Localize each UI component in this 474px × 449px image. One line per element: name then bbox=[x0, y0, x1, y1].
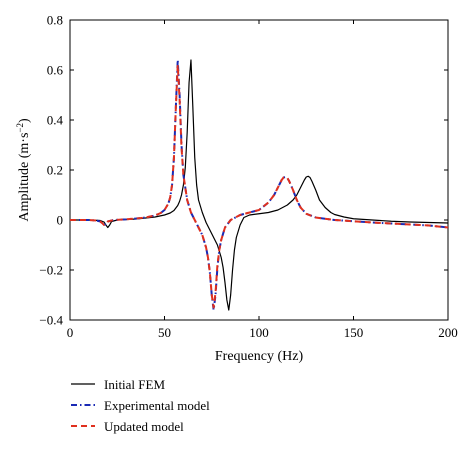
plot-frame bbox=[69, 19, 449, 321]
x-tick-label: 50 bbox=[158, 325, 171, 340]
plot-area: 0 50 100 150 200 −0.4 −0.2 0 0.2 0.4 0.6 0.8 bbox=[39, 13, 457, 341]
y-tick-label: −0.2 bbox=[39, 263, 63, 278]
y-tick-label: 0.2 bbox=[47, 163, 63, 178]
legend: Initial FEM Experimental model Updated m… bbox=[71, 377, 210, 434]
series-line-initial-fem bbox=[70, 59, 449, 311]
y-axis-label: Amplitude (m·s−2) bbox=[15, 118, 32, 222]
legend-label-updated-model: Updated model bbox=[104, 419, 184, 434]
legend-label-initial-fem: Initial FEM bbox=[104, 377, 165, 392]
y-tick-label: 0 bbox=[57, 213, 64, 228]
series-line-updated-model bbox=[70, 64, 449, 309]
y-tick-label: 0.4 bbox=[47, 113, 64, 128]
y-tick-label: −0.4 bbox=[39, 313, 63, 328]
legend-item-initial-fem: Initial FEM bbox=[71, 377, 165, 392]
y-tick-label: 0.6 bbox=[47, 63, 64, 78]
x-tick-label: 100 bbox=[249, 325, 269, 340]
x-tick-label: 0 bbox=[67, 325, 74, 340]
x-axis-label: Frequency (Hz) bbox=[215, 349, 304, 364]
y-tick-label: 0.8 bbox=[47, 13, 63, 28]
x-tick-label: 200 bbox=[438, 325, 458, 340]
legend-label-experimental-model: Experimental model bbox=[104, 398, 210, 413]
series-layer bbox=[70, 59, 449, 311]
x-axis-ticks: 0 50 100 150 200 bbox=[67, 20, 458, 340]
legend-item-experimental-model: Experimental model bbox=[71, 398, 210, 413]
y-axis-ticks: −0.4 −0.2 0 0.2 0.4 0.6 0.8 bbox=[39, 13, 448, 328]
x-tick-label: 150 bbox=[344, 325, 364, 340]
legend-item-updated-model: Updated model bbox=[71, 419, 184, 434]
series-line-experimental-model bbox=[70, 59, 449, 311]
